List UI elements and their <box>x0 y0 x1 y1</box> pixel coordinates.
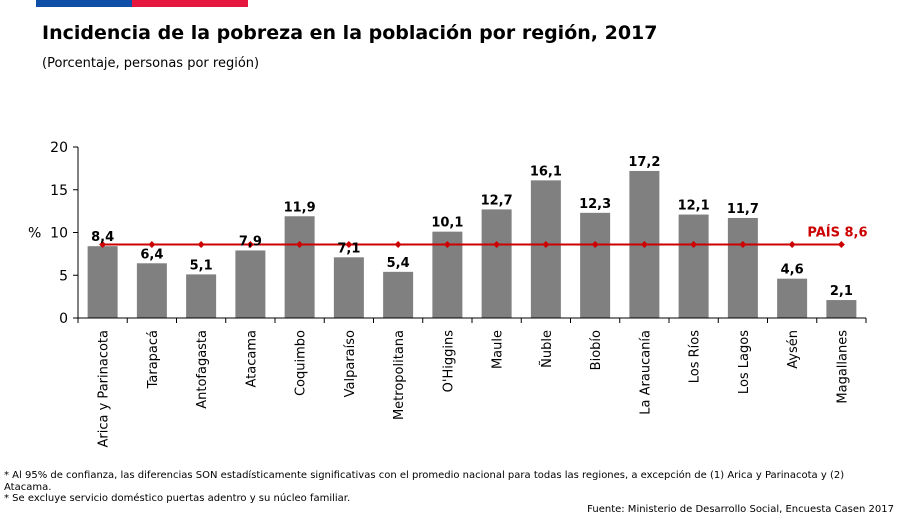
brand-stripe-red <box>132 0 248 7</box>
reference-marker <box>197 240 205 248</box>
reference-marker <box>690 240 698 248</box>
x-tick-label: Maule <box>491 330 506 369</box>
x-tick-label: Ñuble <box>539 330 555 368</box>
y-axis-label: % <box>28 226 41 242</box>
bar <box>284 216 315 318</box>
x-tick-label: Biobío <box>589 330 604 370</box>
bar <box>383 271 414 318</box>
x-tick-label: La Araucanía <box>638 330 653 415</box>
reference-marker <box>394 240 402 248</box>
data-label: 11,9 <box>284 200 316 215</box>
x-tick-label: O'Higgins <box>441 330 456 393</box>
data-label: 12,7 <box>481 193 513 208</box>
x-tick-label: Magallanes <box>835 330 850 404</box>
reference-marker <box>246 240 254 248</box>
data-label: 5,4 <box>387 256 410 271</box>
x-tick-label: Metropolitana <box>392 330 407 420</box>
reference-marker <box>493 240 501 248</box>
reference-marker <box>542 240 550 248</box>
reference-marker <box>99 240 107 248</box>
y-tick-label: 15 <box>50 183 68 199</box>
data-label: 5,1 <box>190 258 213 273</box>
source-note: Fuente: Ministerio de Desarrollo Social,… <box>587 504 894 515</box>
x-tick-label: Coquimbo <box>294 330 309 396</box>
data-label: 6,4 <box>140 247 163 262</box>
y-tick-label: 10 <box>50 226 68 242</box>
data-label: 12,1 <box>678 199 710 214</box>
bar <box>678 214 709 318</box>
x-tick-label: Aysén <box>786 330 801 369</box>
bar <box>727 217 758 318</box>
data-label: 17,2 <box>628 155 660 170</box>
bar <box>481 209 512 318</box>
footnote-significance: * Al 95% de confianza, las diferencias S… <box>4 470 845 493</box>
data-label: 12,3 <box>579 197 611 212</box>
data-label: 10,1 <box>431 216 463 231</box>
reference-marker <box>443 240 451 248</box>
data-label: 7,9 <box>239 234 262 249</box>
reference-label: PAÍS 8,6 <box>807 224 867 240</box>
bar <box>136 263 167 318</box>
bar <box>333 257 364 318</box>
bar <box>530 180 561 318</box>
data-label: 8,4 <box>91 230 114 245</box>
data-label: 16,1 <box>530 164 562 179</box>
data-label: 2,1 <box>830 284 853 299</box>
data-label: 4,6 <box>781 263 804 278</box>
bar <box>186 274 217 318</box>
bar <box>826 300 857 318</box>
reference-marker <box>837 240 845 248</box>
reference-marker <box>345 240 353 248</box>
bar <box>777 278 808 318</box>
x-tick-label: Arica y Parinacota <box>97 330 112 447</box>
x-tick-label: Los Lagos <box>737 330 752 394</box>
bar <box>87 246 118 318</box>
y-tick-label: 20 <box>50 140 68 156</box>
chart-subtitle: (Porcentaje, personas por región) <box>42 56 260 71</box>
reference-marker <box>591 240 599 248</box>
reference-marker <box>788 240 796 248</box>
data-label: 7,1 <box>337 241 360 256</box>
x-tick-label: Tarapacá <box>146 330 161 389</box>
x-tick-label: Valparaíso <box>343 330 358 397</box>
footnote-exclusion: * Se excluye servicio doméstico puertas … <box>4 493 351 504</box>
y-tick-label: 0 <box>59 311 68 327</box>
bar <box>235 250 266 318</box>
reference-marker <box>296 240 304 248</box>
data-label: 11,7 <box>727 202 759 217</box>
x-tick-label: Atacama <box>244 330 259 387</box>
reference-marker <box>739 240 747 248</box>
reference-marker <box>148 240 156 248</box>
x-tick-label: Antofagasta <box>195 330 210 409</box>
brand-stripe-blue <box>36 0 132 7</box>
chart-title: Incidencia de la pobreza en la población… <box>42 22 658 44</box>
bar-chart: 0 5 10 15 20% PAÍS 8,6 8,4 6,4 5,1 7,9 11,9 7,1 5,4 1… <box>28 140 868 447</box>
y-tick-label: 5 <box>59 268 68 284</box>
reference-marker <box>640 240 648 248</box>
bar <box>580 212 611 318</box>
x-tick-label: Los Ríos <box>688 330 703 383</box>
